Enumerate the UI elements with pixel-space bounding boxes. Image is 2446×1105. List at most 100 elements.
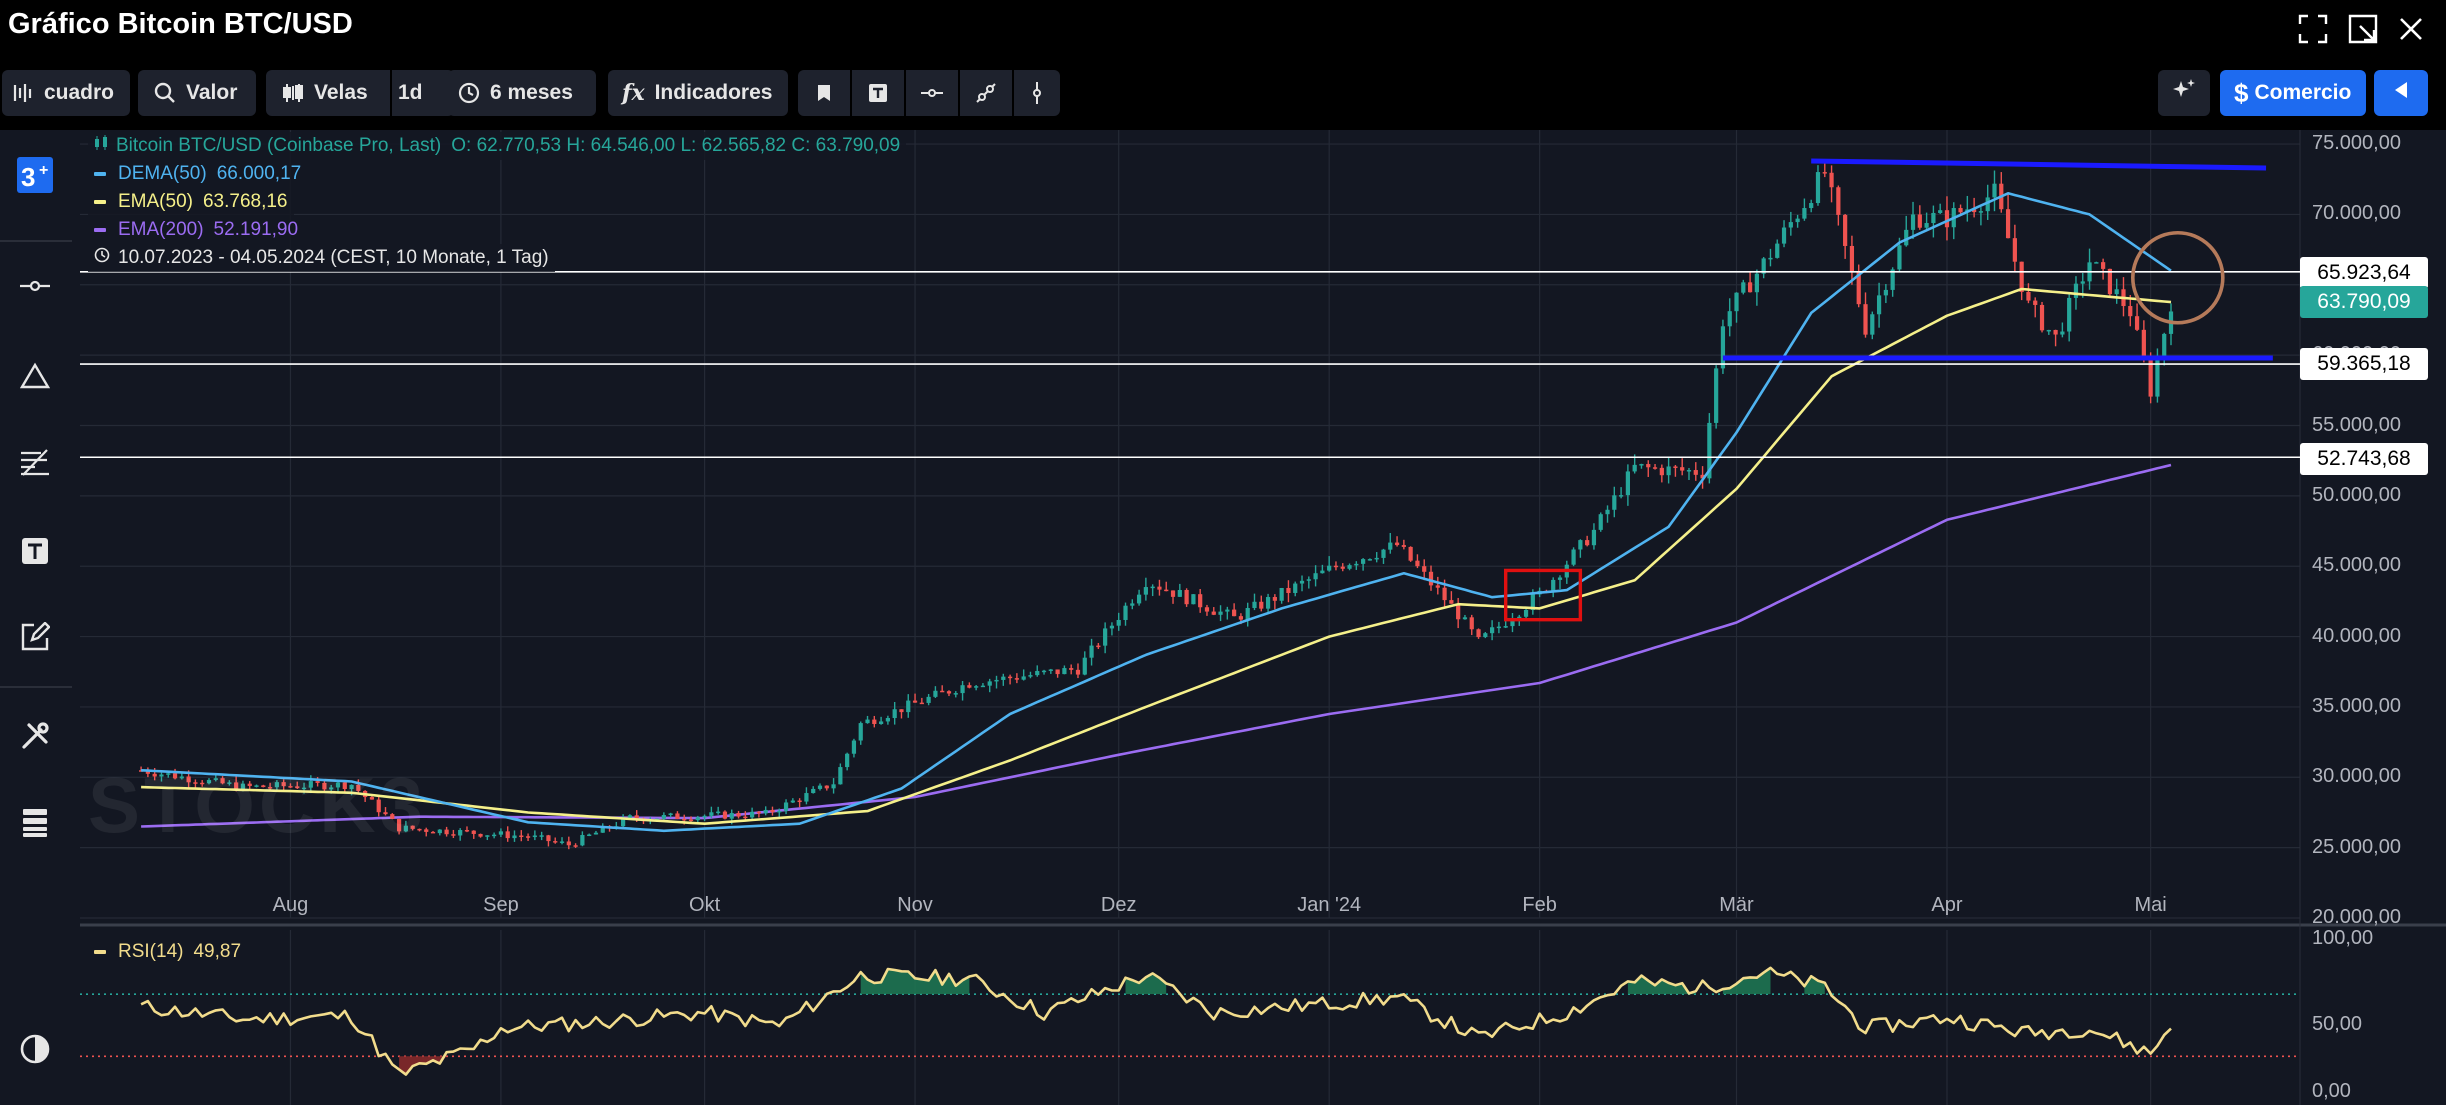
dema-swatch — [94, 172, 106, 176]
candle-body — [213, 778, 218, 780]
range-button[interactable]: 6 meses — [448, 70, 596, 116]
candle-body — [2033, 300, 2038, 305]
x-tick-label: Sep — [483, 894, 519, 916]
candle-body — [1571, 549, 1576, 565]
dema50-path — [141, 192, 2172, 833]
candle-body — [600, 826, 605, 833]
candle-body — [539, 835, 544, 837]
fibonacci-tool-icon[interactable] — [14, 441, 56, 483]
candle-body — [403, 825, 408, 832]
edit-tool-icon[interactable] — [14, 616, 56, 658]
legend-ema200-row: EMA(200) 52.191,90 — [88, 216, 305, 244]
candle-body — [845, 753, 850, 768]
candle-body — [1551, 579, 1556, 592]
candle-body — [172, 773, 178, 779]
x-tick-label: Okt — [689, 894, 721, 916]
candle-body — [1361, 559, 1366, 564]
search-button[interactable]: Valor — [138, 70, 256, 116]
candle-body — [553, 841, 558, 843]
candle-body — [1007, 676, 1013, 679]
fullscreen-icon[interactable] — [2294, 10, 2332, 48]
range-label: 6 meses — [490, 81, 573, 104]
candle-body — [1496, 626, 1502, 629]
text-tool-icon[interactable] — [852, 70, 904, 116]
candle-body — [878, 721, 884, 724]
y-tick-label: 40.000,00 — [2312, 624, 2401, 647]
bookmark-icon[interactable] — [798, 70, 850, 116]
candle-body — [668, 813, 673, 816]
trade-button[interactable]: $ Comercio — [2220, 70, 2366, 116]
stock3-logo-icon[interactable]: 3 + — [14, 154, 56, 196]
candle-body — [1293, 583, 1298, 593]
price-label-line3[interactable]: 52.743,68 — [2300, 443, 2428, 475]
candle-body — [1476, 629, 1481, 638]
legend-instrument-row: Bitcoin BTC/USD (Coinbase Pro, Last) O: … — [88, 132, 907, 160]
chart-canvas[interactable] — [80, 130, 2446, 1105]
candle-body — [1591, 529, 1597, 546]
candle-body — [2080, 281, 2085, 284]
candle-body — [811, 788, 816, 794]
rsi-overbought-zone — [1722, 967, 1771, 995]
candle-body — [1096, 645, 1101, 648]
candle-body — [430, 831, 436, 834]
candle-body — [1809, 203, 1814, 209]
candle-body — [1931, 212, 1936, 224]
candle-body — [1232, 609, 1237, 617]
candle-body — [2148, 359, 2153, 397]
close-icon[interactable] — [2392, 10, 2430, 48]
candle-body — [1367, 559, 1373, 561]
ema50-label: EMA(50) — [118, 191, 193, 212]
popout-icon[interactable] — [2344, 10, 2382, 48]
candle-body — [1198, 594, 1203, 608]
candle-body — [885, 718, 890, 722]
candle-body — [444, 829, 449, 835]
rsi-label: RSI(14) — [118, 941, 184, 962]
candle-body — [464, 830, 470, 832]
collapse-panel-button[interactable] — [2374, 70, 2428, 116]
price-label-line1[interactable]: 65.923,64 — [2300, 257, 2428, 289]
candle-body — [1598, 514, 1603, 530]
ema200-label: EMA(200) — [118, 219, 204, 240]
candle-body — [777, 810, 782, 813]
candle-body — [1062, 668, 1067, 675]
horizontal-line-tool-icon[interactable] — [14, 265, 56, 307]
candles-button[interactable]: Velas 1d — [266, 70, 454, 116]
candle-body — [1103, 628, 1108, 646]
candle-body — [1781, 227, 1787, 244]
candle-body — [1523, 609, 1529, 617]
text-tool-icon[interactable] — [14, 530, 56, 572]
magic-button[interactable] — [2158, 70, 2210, 116]
candle-body — [200, 782, 205, 785]
candle-body — [2060, 331, 2065, 335]
theme-toggle-icon[interactable] — [14, 1028, 56, 1070]
candle-body — [1727, 311, 1732, 327]
candle-body — [675, 813, 680, 819]
candle-body — [1557, 577, 1563, 580]
candle-body — [1673, 466, 1678, 468]
dema-value: 66.000,17 — [216, 163, 302, 184]
tools-icon[interactable] — [14, 715, 56, 757]
price-label-line2[interactable]: 59.365,18 — [2300, 348, 2428, 380]
candle-body — [2046, 329, 2051, 332]
candle-body — [716, 811, 721, 814]
indicators-button[interactable]: fx Indicadores — [608, 70, 788, 116]
candle-body — [512, 835, 517, 839]
candle-body — [1795, 218, 1800, 223]
triangle-tool-icon[interactable] — [14, 355, 56, 397]
candle-body — [2128, 306, 2133, 317]
candle-body — [166, 773, 171, 775]
horizontal-line-icon[interactable] — [906, 70, 958, 116]
candle-body — [267, 787, 273, 789]
candle-body — [1449, 600, 1454, 604]
candle-body — [1021, 676, 1026, 680]
vertical-line-icon[interactable] — [1014, 70, 1060, 116]
y-tick-label: 55.000,00 — [2312, 413, 2401, 436]
dollar-icon: $ — [2234, 77, 2249, 108]
interval-button[interactable]: 1d — [398, 81, 423, 104]
candle-body — [980, 685, 986, 688]
trend-line-icon[interactable] — [960, 70, 1012, 116]
function-icon: fx — [622, 80, 645, 106]
ema200-swatch — [94, 228, 106, 232]
layers-icon[interactable] — [14, 802, 56, 844]
chart-type-button[interactable]: cuadro — [2, 70, 130, 116]
